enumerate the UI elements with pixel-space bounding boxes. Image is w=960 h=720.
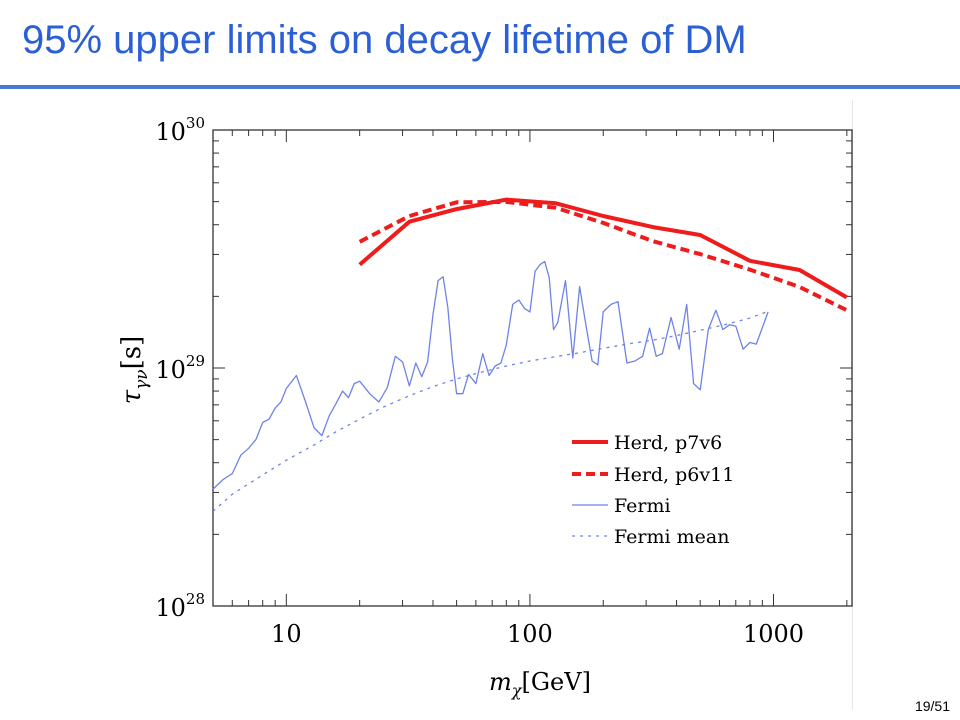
y-axis-symbol: τ [117,389,147,404]
y-axis-label: τγν[s] [117,336,152,405]
y-tick-label: 1028 [155,590,205,622]
x-axis-unit: [GeV] [522,668,591,696]
series-line-2 [358,199,848,312]
legend-label-4: Fermi mean [614,526,729,548]
y-tick-base: 10 [155,594,186,622]
x-axis-subscript: χ [511,681,523,700]
y-tick-base: 10 [155,118,186,146]
y-tick-base: 10 [155,356,186,384]
slide-title: 95% upper limits on decay lifetime of DM [22,18,747,62]
chart-legend: Herd, p7v6 Herd, p6v11 Fermi Fermi mean [572,432,734,548]
y-tick-exponent: 30 [186,114,205,132]
page-total: 51 [934,698,950,714]
legend-label-3: Fermi [614,495,671,517]
y-tick-exponent: 29 [186,352,205,370]
series-line-1 [358,197,848,300]
y-axis-unit: [s] [117,336,147,370]
series-line-3 [212,260,769,490]
x-tick-label: 1000 [743,620,804,648]
page-current: 19 [914,698,931,714]
legend-label-1: Herd, p7v6 [614,432,722,454]
series-layer [212,197,848,512]
y-tick-label: 1030 [155,114,205,146]
axis-ticks [212,129,852,607]
x-axis-label: mχ[GeV] [489,668,591,700]
y-tick-exponent: 28 [186,590,205,608]
title-underline [0,85,960,89]
y-tick-label: 1029 [155,352,205,384]
x-axis-symbol: m [489,668,512,696]
x-tick-label: 100 [507,620,553,648]
legend-label-2: Herd, p6v11 [614,464,734,486]
x-tick-label: 10 [271,620,302,648]
page-number: 19/51 [914,698,950,714]
y-axis-subscript: γν [132,369,152,390]
